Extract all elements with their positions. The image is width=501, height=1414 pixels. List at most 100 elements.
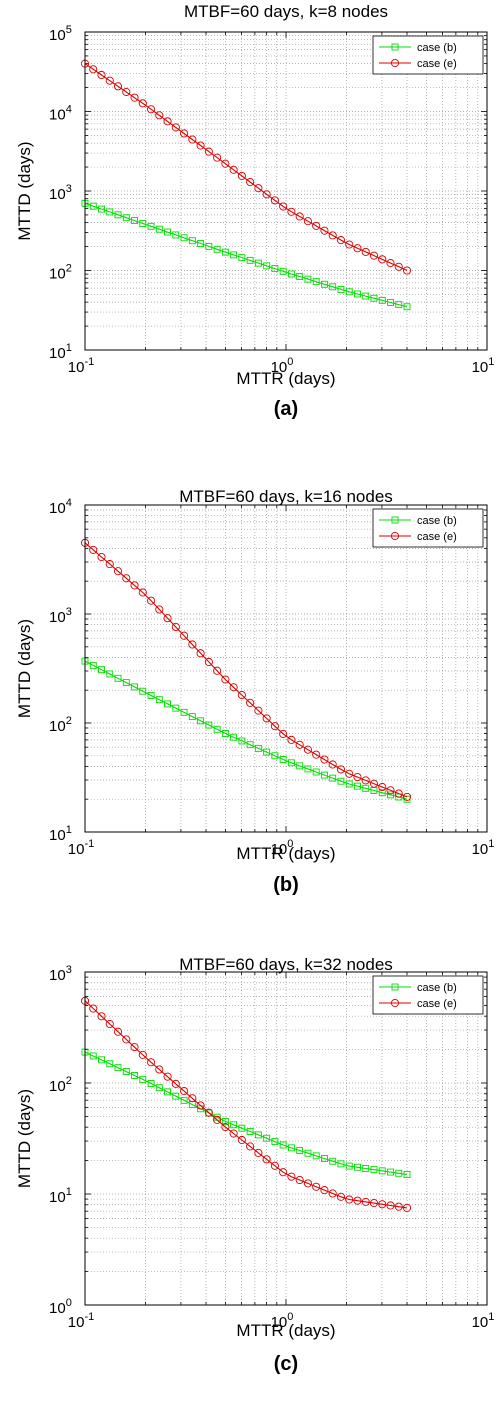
data-point-square — [164, 228, 172, 236]
y-axis-label: MTTD (days) — [15, 619, 34, 718]
data-point-circle — [213, 1115, 222, 1124]
data-point-circle — [328, 760, 337, 769]
data-point-square — [354, 290, 361, 298]
data-point-circle — [345, 1195, 354, 1204]
data-point-square — [98, 666, 105, 674]
legend-label: case (b) — [417, 42, 457, 54]
data-point-circle — [303, 217, 312, 226]
data-point-square — [271, 752, 279, 760]
data-point-square — [345, 1162, 353, 1170]
data-point-square — [304, 275, 312, 283]
data-point-square — [287, 759, 295, 767]
data-point-circle — [386, 1201, 395, 1210]
data-point-circle — [171, 622, 180, 632]
data-point-square — [230, 251, 238, 259]
chart-title: MTBF=60 days, k=16 nodes — [179, 487, 393, 506]
y-tick-label: 100 — [49, 1297, 72, 1317]
data-point-square — [254, 259, 262, 267]
data-point-circle — [287, 1172, 296, 1181]
data-point-square — [312, 1152, 320, 1160]
data-point-square — [362, 292, 370, 300]
data-point-square — [106, 1060, 114, 1068]
plot-area — [85, 505, 487, 832]
data-point-square — [312, 768, 320, 776]
data-point-circle — [378, 255, 387, 264]
data-point-circle — [353, 244, 362, 253]
legend-label: case (e) — [417, 998, 457, 1010]
x-tick-label: 100 — [271, 1311, 294, 1331]
data-point-square — [320, 280, 328, 288]
data-point-circle — [229, 683, 238, 692]
series-case-b — [81, 199, 411, 311]
data-point-square — [230, 733, 238, 741]
data-point-circle — [336, 1192, 346, 1201]
data-point-circle — [295, 1175, 304, 1185]
data-point-circle — [295, 740, 304, 749]
data-point-circle — [163, 614, 172, 623]
data-point-circle — [303, 1179, 312, 1188]
data-point-square — [329, 774, 337, 782]
legend-swatch-marker — [391, 516, 399, 524]
data-point-circle — [312, 221, 321, 230]
data-point-square — [197, 240, 205, 247]
data-point-square — [370, 1166, 378, 1174]
data-point-square — [370, 294, 378, 302]
data-point-circle — [237, 1135, 246, 1145]
x-tick-label: 101 — [472, 1311, 495, 1331]
data-point-circle — [105, 76, 114, 85]
data-point-square — [337, 285, 345, 293]
data-point-circle — [254, 184, 263, 193]
y-tick-label: 103 — [49, 606, 72, 626]
data-point-circle — [287, 207, 296, 216]
data-point-circle — [336, 236, 346, 245]
data-point-circle — [229, 1129, 238, 1138]
series-line — [84, 63, 408, 272]
data-point-circle — [361, 247, 370, 256]
data-point-circle — [369, 779, 379, 788]
y-tick-label: 101 — [49, 342, 72, 362]
data-point-circle — [138, 588, 147, 597]
data-point-square — [354, 1163, 361, 1171]
legend-label: case (b) — [417, 515, 457, 527]
data-point-square — [387, 1168, 394, 1176]
data-point-circle — [336, 765, 346, 774]
data-point-circle — [221, 159, 230, 168]
data-point-circle — [394, 789, 403, 798]
data-point-circle — [122, 1035, 131, 1044]
data-point-circle — [113, 82, 123, 91]
data-point-square — [246, 741, 254, 749]
data-point-square — [213, 245, 221, 253]
data-point-circle — [295, 212, 304, 221]
plot-area — [85, 972, 487, 1305]
data-point-square — [378, 789, 386, 797]
data-point-circle — [303, 745, 312, 754]
y-axis-label: MTTD (days) — [15, 141, 34, 240]
data-point-square — [296, 273, 304, 280]
panel-caption: (c) — [274, 1353, 298, 1375]
data-point-square — [155, 696, 163, 704]
data-point-square — [180, 1096, 188, 1104]
data-point-circle — [221, 675, 230, 684]
data-point-circle — [237, 691, 246, 700]
data-point-circle — [270, 1161, 279, 1170]
data-point-circle — [312, 1182, 321, 1191]
data-point-circle — [188, 1094, 197, 1103]
data-point-square — [89, 1052, 97, 1060]
data-point-circle — [402, 1203, 412, 1212]
data-point-square — [387, 299, 394, 306]
data-point-circle — [229, 165, 238, 174]
legend-box — [372, 508, 484, 548]
data-point-circle — [246, 698, 255, 707]
data-point-square — [263, 748, 271, 756]
data-point-square — [238, 737, 246, 745]
data-point-square — [131, 1072, 138, 1079]
data-point-square — [362, 1165, 370, 1172]
y-tick-label: 105 — [49, 24, 72, 44]
data-point-square — [271, 1138, 279, 1146]
data-point-circle — [147, 1058, 156, 1067]
data-point-circle — [246, 177, 255, 187]
data-point-circle — [221, 1123, 230, 1132]
data-point-square — [395, 1169, 403, 1177]
data-point-square — [147, 692, 155, 699]
data-point-square — [221, 248, 229, 256]
